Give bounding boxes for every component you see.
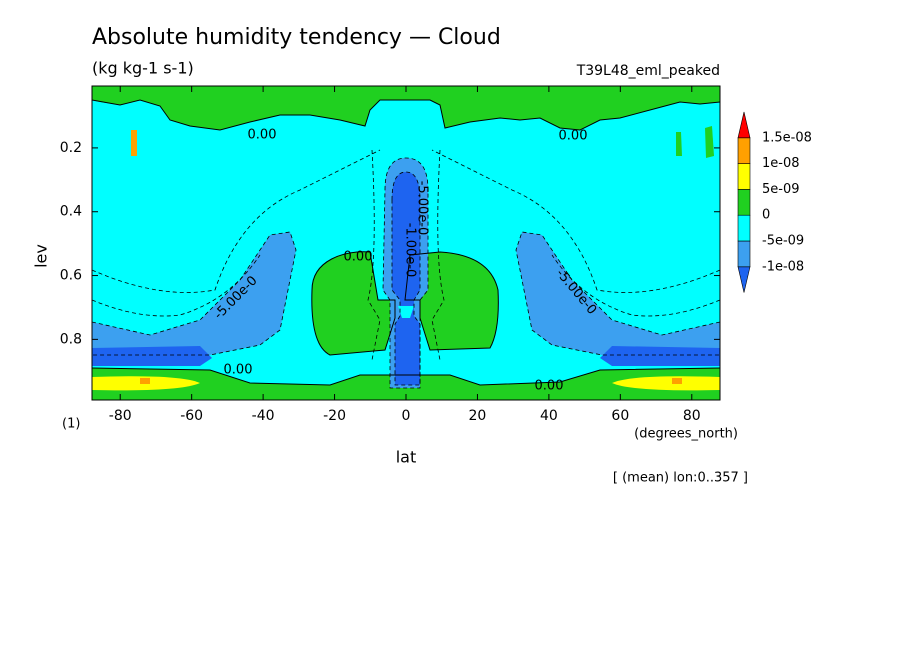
contour-region: [405, 252, 499, 350]
contour-label: 0.00: [344, 250, 373, 265]
contour-lines: [91, 99, 721, 389]
x-tick-label: -40: [252, 408, 275, 424]
x-tick-label: -80: [109, 408, 132, 424]
colorbar-label: -1e-08: [762, 259, 804, 274]
x-tick-label: -60: [180, 408, 203, 424]
contour-label: -1.00e-0: [403, 223, 418, 278]
y-tick-label: 0.2: [60, 140, 82, 156]
colorbar-box: [737, 189, 751, 216]
colorbar-label: -5e-09: [762, 234, 804, 249]
contour-region: [516, 232, 720, 355]
contour-region: [612, 376, 720, 391]
contour-region: [140, 378, 150, 384]
contour-region: [676, 132, 682, 156]
chart-title: Absolute humidity tendency — Cloud: [92, 25, 501, 50]
run-label: T39L48_eml_peaked: [576, 63, 720, 79]
contour-label: -5.00e-0: [415, 181, 430, 236]
x-tick-label: 60: [611, 408, 629, 424]
colorbar-label: 1.5e-08: [762, 130, 812, 145]
y-tick-label: 0.4: [60, 204, 82, 220]
x-axis-label: lat: [396, 448, 417, 467]
contour-fill: [92, 86, 720, 400]
contour-region: [705, 126, 714, 158]
colorbar-triangle: [737, 266, 751, 293]
x-tick-label: -20: [323, 408, 346, 424]
contour-label: 0.00: [224, 363, 253, 378]
colorbar-box: [737, 240, 751, 268]
y-axis-label: lev: [32, 244, 51, 268]
colorbar-label: 5e-09: [762, 182, 800, 197]
x-tick-label: 40: [540, 408, 558, 424]
contour-region: [392, 172, 420, 385]
chart-subtitle: (kg kg-1 s-1): [92, 59, 194, 78]
axes: -80 -60 -40 -20 0 20 40 60 80 0.2 0.4 0.6 0.8: [60, 86, 720, 424]
x-units: (degrees_north): [634, 427, 738, 442]
x-tick-label: 20: [469, 408, 487, 424]
contour-region: [92, 86, 720, 130]
y-tick-label: 0.8: [60, 331, 82, 347]
contour-label: 0.00: [535, 379, 564, 394]
contour-region: [92, 346, 212, 366]
x-tick-label: 0: [402, 408, 411, 424]
contour-region: [131, 130, 137, 156]
contour-region: [672, 378, 682, 384]
x-tick-label: 80: [683, 408, 701, 424]
colorbar-box: [737, 137, 751, 164]
colorbar-box: [737, 163, 751, 190]
y-units: (1): [62, 417, 80, 432]
contour-region: [600, 346, 720, 366]
colorbar-label: 0: [762, 208, 770, 223]
contour-region: [398, 306, 414, 318]
colorbar: -1e-08 -5e-09 0 5e-09 1e-08 1.5e-08: [737, 111, 812, 293]
contour-label: 0.00: [559, 129, 588, 144]
contour-label: 0.00: [248, 128, 277, 143]
footnote: [ (mean) lon:0..357 ]: [613, 471, 748, 486]
y-tick-label: 0.6: [60, 268, 82, 284]
colorbar-box: [737, 214, 751, 242]
contour-region: [92, 232, 296, 355]
colorbar-triangle: [737, 111, 751, 139]
colorbar-label: 1e-08: [762, 156, 800, 171]
